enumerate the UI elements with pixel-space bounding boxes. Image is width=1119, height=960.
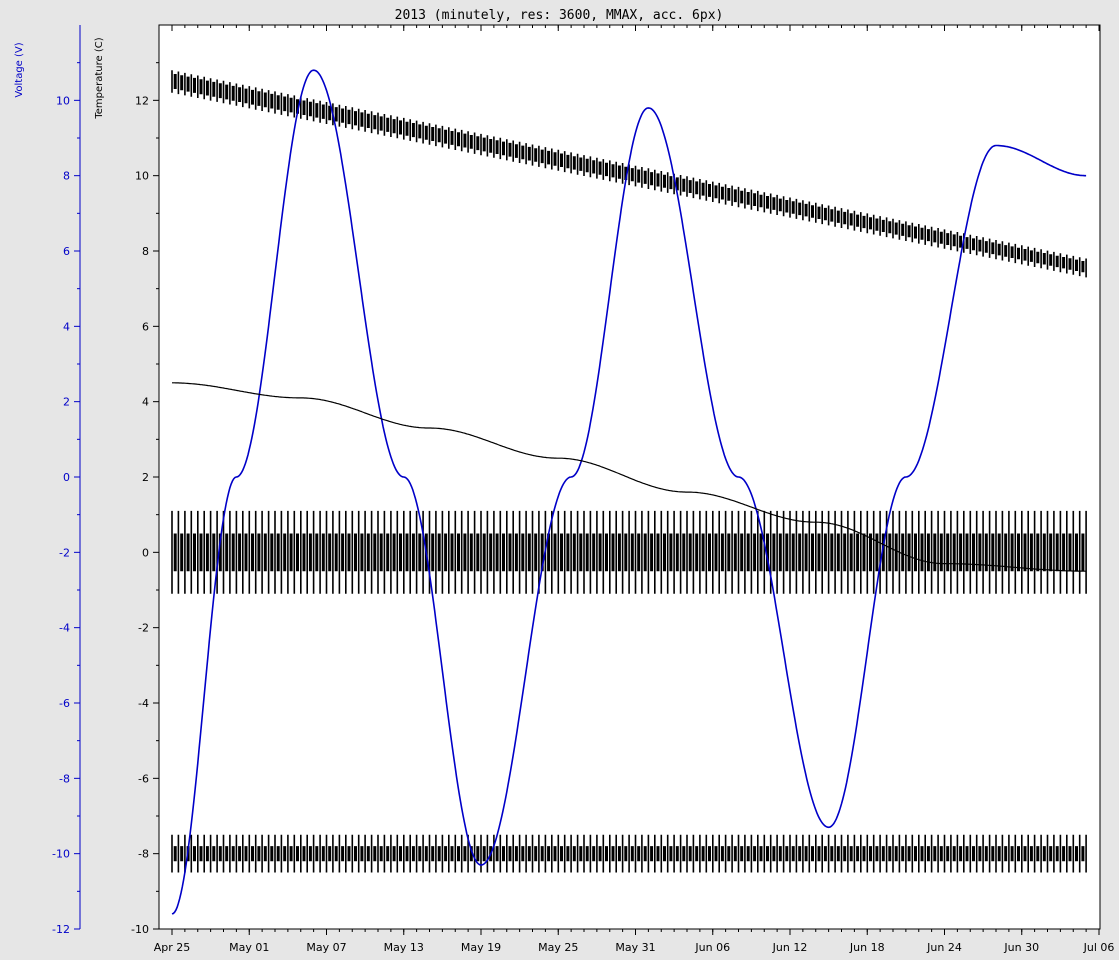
voltage-tick-label: -8 [59, 772, 70, 785]
band-series-2-inner [173, 74, 1085, 273]
voltage-tick-label: 4 [63, 320, 70, 333]
temperature-tick-label: -6 [138, 772, 149, 785]
x-tick-label: Jul 06 [1083, 941, 1115, 954]
x-tick-label: Jun 18 [849, 941, 885, 954]
band-series-2-outer [171, 70, 1087, 278]
temperature-tick-label: -8 [138, 848, 149, 861]
voltage-tick-label: -12 [52, 923, 70, 936]
temperature-tick-label: -4 [138, 697, 149, 710]
temperature-tick-label: 4 [142, 396, 149, 409]
x-tick-label: May 31 [615, 941, 655, 954]
voltage-tick-label: 0 [63, 471, 70, 484]
band-series-4-inner [173, 846, 1085, 862]
voltage-axis-label: Voltage (V) [14, 42, 25, 97]
temperature-tick-label: 2 [142, 471, 149, 484]
band-series-3-outer [171, 510, 1087, 594]
temperature-tick-label: 6 [142, 320, 149, 333]
band-series-4-outer [171, 834, 1087, 873]
x-tick-label: Jun 12 [772, 941, 808, 954]
temperature-tick-label: 10 [135, 170, 149, 183]
x-tick-label: May 01 [229, 941, 269, 954]
x-tick-label: May 19 [461, 941, 501, 954]
band-series-3-inner [173, 533, 1085, 572]
x-tick-label: Jun 24 [926, 941, 962, 954]
voltage-tick-label: 10 [56, 94, 70, 107]
x-tick-label: Jun 30 [1003, 941, 1039, 954]
x-tick-label: Jun 06 [694, 941, 730, 954]
voltage-axis: 10 8 6 4 2 0 -2 -4 -6 -8 -10 -12 Voltage (V) [14, 25, 81, 936]
x-axis: Apr 25 May 01 May 07 May 13 May 19 May 25 May … [154, 25, 1115, 954]
temperature-tick-label: -2 [138, 622, 149, 635]
temperature-tick-label: -10 [131, 923, 149, 936]
voltage-tick-label: -2 [59, 546, 70, 559]
x-tick-label: Apr 25 [154, 941, 191, 954]
voltage-tick-label: 6 [63, 245, 70, 258]
temperature-tick-label: 0 [142, 546, 149, 559]
temperature-tick-label: 8 [142, 245, 149, 258]
temperature-axis: 12 10 8 6 4 2 0 -2 -4 -6 -8 -10 Temperature (C) [94, 25, 160, 936]
voltage-tick-label: 8 [63, 170, 70, 183]
temperature-tick-label: 12 [135, 94, 149, 107]
x-tick-label: May 25 [538, 941, 578, 954]
x-tick-label: May 07 [306, 941, 346, 954]
voltage-tick-label: -10 [52, 848, 70, 861]
series-layer [171, 69, 1087, 915]
voltage-tick-label: -6 [59, 697, 70, 710]
voltage-tick-label: 2 [63, 396, 70, 409]
line-series-0 [171, 69, 1087, 915]
voltage-tick-label: -4 [59, 622, 70, 635]
x-tick-label: May 13 [384, 941, 424, 954]
chart-title: 2013 (minutely, res: 3600, MMAX, acc. 6p… [395, 8, 724, 23]
line-series-1 [172, 382, 1087, 572]
temperature-axis-label: Temperature (C) [94, 37, 105, 119]
